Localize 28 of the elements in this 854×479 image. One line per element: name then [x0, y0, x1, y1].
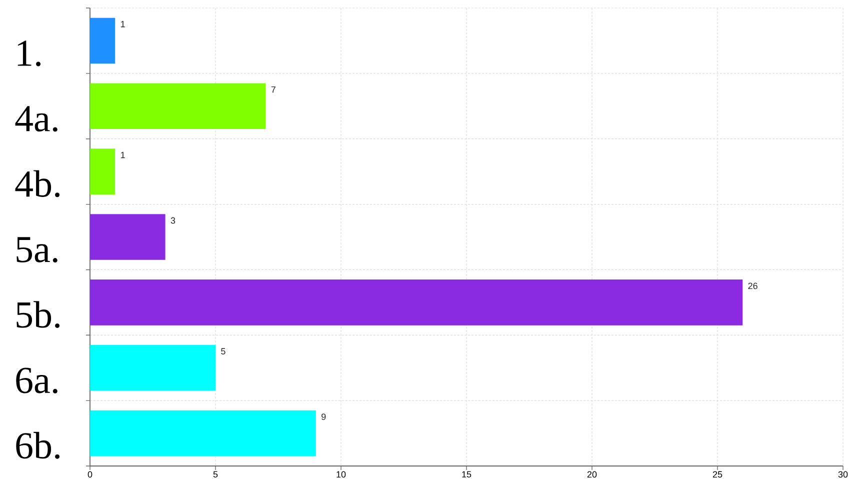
data-label: 3: [170, 217, 176, 224]
data-label: 9: [322, 414, 326, 420]
bar: [90, 18, 116, 64]
y-tick-label: 5a.: [16, 237, 58, 263]
bar: [90, 83, 266, 130]
y-tick-label: 5b.: [16, 301, 60, 328]
data-label: 1: [120, 152, 125, 158]
bar: [90, 344, 216, 391]
y-tick-label: 4a.: [15, 106, 58, 132]
y-tick-label: 6a.: [16, 368, 58, 394]
bar: [90, 410, 316, 456]
bar: [90, 148, 116, 194]
bar: [90, 280, 743, 326]
y-tick-label: 4b.: [15, 170, 60, 198]
x-tick-label: 0: [88, 471, 92, 478]
x-tick-label: 20: [587, 471, 597, 478]
bar: [90, 214, 166, 260]
data-label: 1: [120, 21, 125, 28]
data-label: 7: [271, 86, 276, 93]
x-tick-label: 15: [462, 471, 472, 478]
data-label: 26: [748, 282, 758, 290]
x-tick-label: 25: [712, 471, 722, 478]
x-tick-label: 10: [336, 471, 346, 478]
y-tick-label: 6b.: [16, 432, 60, 459]
data-label: 5: [221, 348, 226, 354]
x-tick-label: 5: [213, 471, 218, 478]
x-tick-label: 30: [838, 471, 848, 478]
y-tick-label: 1.: [18, 40, 41, 66]
